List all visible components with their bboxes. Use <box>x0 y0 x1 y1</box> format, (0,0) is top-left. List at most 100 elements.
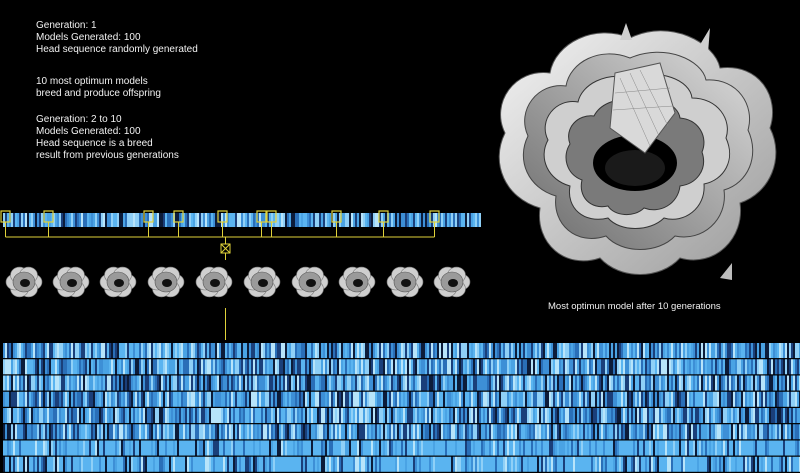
sequence-gene <box>11 456 13 472</box>
sequence-gene <box>189 408 191 424</box>
sequence-gene <box>121 391 123 407</box>
sequence-gene <box>775 424 777 440</box>
sequence-gene <box>281 343 283 359</box>
sequence-gene <box>525 343 527 359</box>
sequence-gene <box>83 359 85 375</box>
sequence-gene <box>609 375 611 391</box>
yellow-box-icon <box>43 210 54 223</box>
sequence-gene <box>353 440 355 456</box>
sequence-gene <box>113 213 115 227</box>
sequence-gene <box>393 213 395 227</box>
sequence-gene <box>775 440 777 456</box>
sequence-gene <box>363 424 365 440</box>
sequence-gene <box>719 408 721 424</box>
sequence-gene <box>511 391 513 407</box>
sequence-gene <box>673 391 675 407</box>
sequence-gene <box>455 343 457 359</box>
sequence-gene <box>353 424 355 440</box>
breed-line-1: 10 most optimum models <box>36 76 148 87</box>
sequence-gene <box>535 424 537 440</box>
sequence-gene <box>711 375 713 391</box>
sequence-gene <box>419 424 421 440</box>
sequence-gene <box>107 343 109 359</box>
sequence-gene <box>169 408 171 424</box>
sequence-gene <box>761 408 763 424</box>
sequence-gene <box>87 213 89 227</box>
sequence-gene <box>677 456 679 472</box>
sequence-gene <box>715 456 717 472</box>
sequence-gene <box>411 359 413 375</box>
sequence-gene <box>755 440 757 456</box>
sequence-gene <box>269 359 271 375</box>
sequence-gene <box>755 456 757 472</box>
sequence-gene <box>483 440 485 456</box>
sequence-gene <box>707 391 709 407</box>
sequence-gene <box>617 391 619 407</box>
sequence-gene <box>21 213 23 227</box>
sequence-gene <box>177 213 179 227</box>
sequence-gene <box>521 408 523 424</box>
sequence-gene <box>355 424 357 440</box>
sequence-gene <box>617 359 619 375</box>
sequence-gene <box>701 343 703 359</box>
sequence-gene <box>493 359 495 375</box>
sequence-gene <box>305 391 307 407</box>
sequence-gene <box>79 359 81 375</box>
sequence-gene <box>159 391 161 407</box>
sequence-gene <box>743 456 745 472</box>
sequence-gene <box>621 408 623 424</box>
sequence-gene <box>123 408 125 424</box>
sequence-gene <box>73 213 75 227</box>
sequence-gene <box>745 424 747 440</box>
sequence-gene <box>697 456 699 472</box>
sequence-gene <box>153 359 155 375</box>
sequence-gene <box>263 375 265 391</box>
sequence-gene <box>363 456 365 472</box>
sequence-gene <box>593 408 595 424</box>
sequence-gene <box>169 440 171 456</box>
sequence-gene <box>693 391 695 407</box>
sequence-gene <box>343 391 345 407</box>
sequence-gene <box>607 440 609 456</box>
sequence-gene <box>493 456 495 472</box>
sequence-gene <box>537 408 539 424</box>
sequence-gene <box>391 391 393 407</box>
sequence-gene <box>595 359 597 375</box>
sequence-gene <box>379 440 381 456</box>
sequence-gene <box>459 456 461 472</box>
sequence-gene <box>425 375 427 391</box>
sequence-gene <box>775 359 777 375</box>
sequence-gene <box>35 213 37 227</box>
sequence-gene <box>429 456 431 472</box>
sequence-gene <box>377 440 379 456</box>
sequence-gene <box>421 359 423 375</box>
sequence-gene <box>385 424 387 440</box>
sequence-gene <box>593 391 595 407</box>
sequence-gene <box>215 359 217 375</box>
sequence-gene <box>129 408 131 424</box>
sequence-gene <box>547 359 549 375</box>
sequence-gene <box>411 213 413 227</box>
sequence-gene <box>669 343 671 359</box>
sequence-gene <box>305 408 307 424</box>
sequence-gene <box>579 424 581 440</box>
sequence-gene <box>715 408 717 424</box>
sequence-gene <box>579 391 581 407</box>
sequence-gene <box>337 408 339 424</box>
sequence-gene <box>299 391 301 407</box>
sequence-gene <box>681 440 683 456</box>
sequence-gene <box>725 456 727 472</box>
sequence-gene <box>405 440 407 456</box>
sequence-gene <box>597 440 599 456</box>
sequence-gene <box>759 375 761 391</box>
sequence-gene <box>103 440 105 456</box>
sequence-gene <box>645 440 647 456</box>
sequence-gene <box>409 424 411 440</box>
sequence-gene <box>589 424 591 440</box>
sequence-gene <box>505 440 507 456</box>
sequence-gene <box>483 375 485 391</box>
sequence-gene <box>495 375 497 391</box>
sequence-gene <box>219 375 221 391</box>
sequence-gene <box>297 375 299 391</box>
sequence-gene <box>537 424 539 440</box>
